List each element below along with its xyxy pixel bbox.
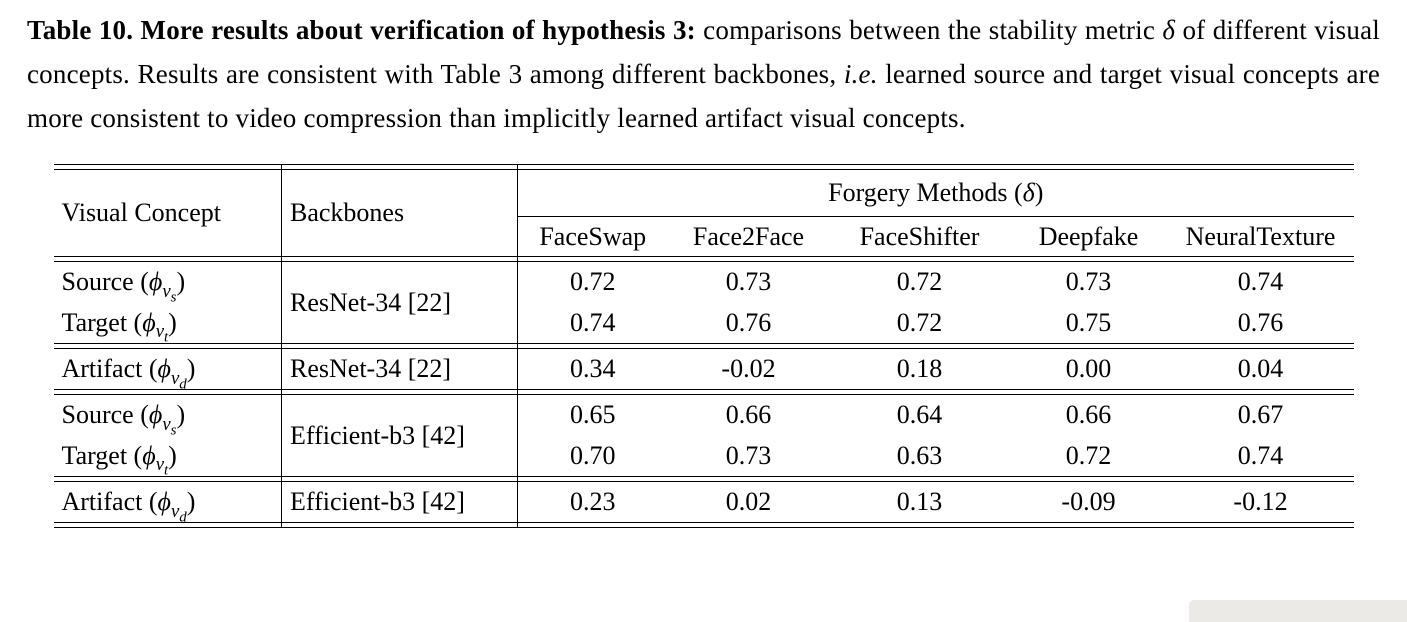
value-cell: 0.74 <box>1237 440 1284 470</box>
header-row-methods: FaceSwap Face2Face FaceShifter Deepfake … <box>54 217 1354 257</box>
table-caption: Table 10. More results about verificatio… <box>0 0 1407 140</box>
header-method-neuraltexture: NeuralTexture <box>1185 221 1336 251</box>
value-cell: 0.70 <box>570 440 616 470</box>
bottom-double-rule <box>53 522 1354 528</box>
header-method-faceswap: FaceSwap <box>539 221 647 251</box>
value-cell: 0.76 <box>725 307 772 337</box>
concept-cell-target: Target (ϕvt) <box>53 302 282 345</box>
table-row-source-efficient: Source (ϕvs) Efficient-b3 [42] 0.65 0.66… <box>53 394 1354 477</box>
header-row-group: Visual Concept Backbones Forgery Methods… <box>53 169 1354 257</box>
concept-cell-target: Target (ϕvt) <box>53 435 282 478</box>
results-table: Visual Concept Backbones Forgery Methods… <box>53 164 1354 528</box>
divider <box>281 343 518 349</box>
divider <box>517 164 1354 170</box>
caption-title: Table 10. More results about verificatio… <box>27 15 696 45</box>
divider <box>517 256 1354 262</box>
concept-cell-artifact: Artifact (ϕvd) <box>53 348 282 392</box>
header-backbones: Backbones <box>281 169 518 257</box>
header-method-deepfake: Deepfake <box>1038 221 1139 251</box>
header-method-faceshifter: FaceShifter <box>859 221 980 251</box>
concept-cell-artifact: Artifact (ϕvd) <box>53 481 282 525</box>
section-double-rule <box>53 343 1354 349</box>
value-cell: 0.76 <box>1237 307 1284 337</box>
divider <box>53 343 282 349</box>
backbone-cell-efficient: Efficient-b3 [42] <box>281 481 518 523</box>
divider <box>517 389 1354 395</box>
value-cell: 0.63 <box>896 440 943 470</box>
value-cell: 0.74 <box>570 307 616 337</box>
value-cell: -0.09 <box>1061 487 1116 516</box>
table-row-artifact-resnet: Artifact (ϕvd) ResNet-34 [22] 0.34 -0.02… <box>53 348 1354 392</box>
divider <box>281 256 518 262</box>
divider <box>53 256 282 262</box>
value-cell: 0.73 <box>1065 267 1112 297</box>
value-cell: 0.66 <box>1065 400 1112 430</box>
header-method-face2face: Face2Face <box>692 221 805 251</box>
value-cell: 0.72 <box>896 307 943 337</box>
value-cell: 0.75 <box>1065 307 1112 337</box>
divider <box>53 476 282 482</box>
value-cell: 0.18 <box>896 354 943 383</box>
divider <box>53 164 282 170</box>
header-forgery-methods: Forgery Methods (δ) <box>517 169 1354 217</box>
value-cell: 0.72 <box>1065 440 1112 470</box>
results-table-container: Visual Concept Backbones Forgery Methods… <box>53 164 1354 528</box>
value-cell: 0.23 <box>570 487 616 516</box>
value-cell: 0.02 <box>725 487 772 516</box>
value-cell: 0.34 <box>570 354 616 383</box>
value-cell: 0.00 <box>1065 354 1112 383</box>
value-cell: 0.73 <box>725 267 772 297</box>
concept-cell-source: Source (ϕvs) <box>53 394 282 438</box>
header-visual-concept: Visual Concept <box>53 169 282 257</box>
value-cell: 0.74 <box>1237 267 1284 297</box>
value-cell: 0.04 <box>1237 354 1284 383</box>
table-row-source-resnet: Source (ϕvs) ResNet-34 [22] 0.72 0.73 0.… <box>53 261 1354 344</box>
divider <box>281 164 518 170</box>
header-double-rule <box>53 256 1354 262</box>
value-cell: 0.67 <box>1237 400 1284 430</box>
page-corner-artifact <box>1189 600 1407 622</box>
value-cell: 0.65 <box>570 400 616 430</box>
caption-body: comparisons between the stability metric… <box>27 15 1381 133</box>
value-cell: 0.64 <box>896 400 943 430</box>
value-cell: -0.12 <box>1233 487 1288 516</box>
divider <box>517 343 1354 349</box>
section-double-rule <box>53 389 1354 395</box>
table-row-target-resnet: Target (ϕvt) 0.74 0.76 0.72 0.75 0.76 <box>53 302 1354 345</box>
divider <box>281 476 518 482</box>
divider <box>281 389 518 395</box>
value-cell: 0.73 <box>725 440 772 470</box>
divider <box>281 522 518 528</box>
divider <box>53 389 282 395</box>
value-cell: 0.66 <box>725 400 772 430</box>
table-row-artifact-efficient: Artifact (ϕvd) Efficient-b3 [42] 0.23 0.… <box>53 481 1354 525</box>
divider <box>517 522 1354 528</box>
divider <box>53 522 282 528</box>
value-cell: 0.13 <box>896 487 943 516</box>
table-row-target-efficient: Target (ϕvt) 0.70 0.73 0.63 0.72 0.74 <box>53 435 1354 478</box>
value-cell: -0.02 <box>721 354 776 383</box>
backbone-cell-resnet: ResNet-34 [22] <box>281 261 518 344</box>
concept-cell-source: Source (ϕvs) <box>53 261 282 305</box>
section-double-rule <box>53 476 1354 482</box>
divider <box>517 476 1354 482</box>
backbone-cell-efficient: Efficient-b3 [42] <box>281 394 518 477</box>
top-double-rule <box>53 164 1354 170</box>
backbone-cell-resnet: ResNet-34 [22] <box>281 348 518 390</box>
value-cell: 0.72 <box>570 267 616 297</box>
value-cell: 0.72 <box>896 267 943 297</box>
